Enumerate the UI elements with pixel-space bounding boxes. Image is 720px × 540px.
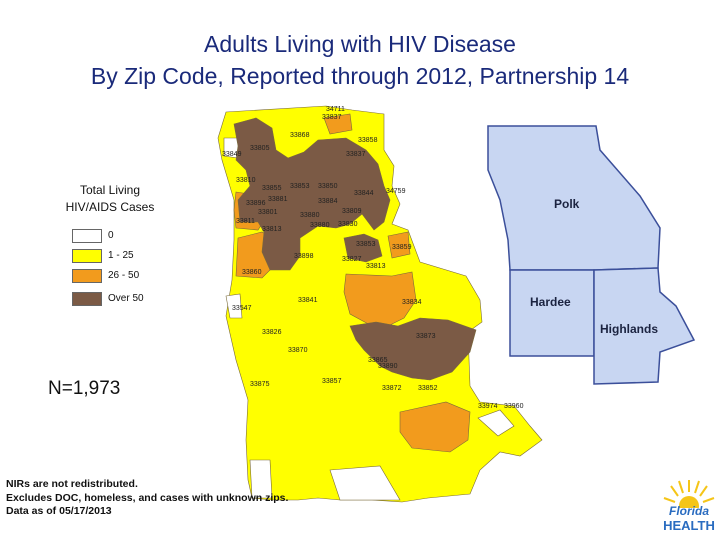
legend-title: Total Living HIV/AIDS Cases <box>40 182 180 216</box>
zip-region <box>343 233 383 263</box>
zip-code-labels: 34711 33837 33868 33858 33805 33849 3383… <box>222 106 524 410</box>
zip-label: 33853 <box>290 183 310 190</box>
map-title-line2: By Zip Code, Reported through 2012, Part… <box>90 63 630 89</box>
legend-label: 0 <box>108 230 114 241</box>
footnote-line3: Data as of 05/17/2013 <box>6 505 112 517</box>
zip-label: 34711 <box>326 106 345 113</box>
zip-label: 33810 <box>236 177 256 184</box>
county-label-hardee: Hardee <box>530 295 571 309</box>
legend-label: Over 50 <box>108 293 144 304</box>
zip-label: 33860 <box>242 269 262 276</box>
footnote-line1: NIRs are not redistributed. <box>6 478 138 490</box>
zip-label: 33809 <box>342 208 362 215</box>
zip-label: 33547 <box>232 305 252 312</box>
county-label-polk: Polk <box>554 197 580 211</box>
zip-label: 33844 <box>354 190 374 197</box>
logo-text-health: HEALTH <box>663 518 715 533</box>
zip-region <box>343 271 417 327</box>
zip-region <box>249 459 273 499</box>
legend-swatch <box>72 229 102 243</box>
zip-label: 33841 <box>298 297 318 304</box>
zip-label: 33884 <box>318 198 338 205</box>
zip-label: 33880 <box>310 222 330 229</box>
zip-label: 33852 <box>418 385 438 392</box>
zip-label: 33873 <box>416 333 436 340</box>
zip-label: 33813 <box>262 226 282 233</box>
footnote-line2: Excludes DOC, homeless, and cases with u… <box>6 491 289 504</box>
zip-label: 33960 <box>504 403 524 410</box>
zip-region <box>225 293 243 319</box>
zip-regions <box>217 105 543 503</box>
zip-label: 33837 <box>322 114 342 121</box>
zip-region <box>329 465 401 501</box>
legend-swatch <box>72 292 102 306</box>
zip-label: 33830 <box>338 221 358 228</box>
zip-label: 33870 <box>288 347 308 354</box>
legend-title-line2: HIV/AIDS Cases <box>65 200 155 214</box>
zip-label: 33805 <box>250 145 270 152</box>
zip-label: 33859 <box>392 244 412 251</box>
legend-swatch <box>72 249 102 263</box>
zip-region <box>387 231 411 259</box>
county-inset-map <box>487 125 696 385</box>
zip-label: 33837 <box>346 151 366 158</box>
total-case-count: N=1,973 <box>48 378 121 399</box>
zip-label: 33881 <box>268 196 288 203</box>
zip-label: 33849 <box>222 151 242 158</box>
zip-label: 33858 <box>358 137 378 144</box>
zip-label: 33898 <box>294 253 314 260</box>
logo-text-florida: Florida <box>668 504 709 518</box>
legend-swatch <box>72 269 102 283</box>
zip-label: 33896 <box>246 200 266 207</box>
zip-region <box>477 409 515 437</box>
zip-label: 33855 <box>262 185 282 192</box>
zip-label: 33868 <box>290 132 310 139</box>
zip-label: 33875 <box>250 381 270 388</box>
zip-label: 33872 <box>382 385 402 392</box>
zip-label: 33865 <box>368 357 388 364</box>
zip-region <box>349 317 477 381</box>
legend-label: 26 - 50 <box>108 270 140 281</box>
map-title-line1: Adults Living with HIV Disease <box>204 31 516 57</box>
legend-label: 1 - 25 <box>108 250 134 261</box>
zip-label: 33813 <box>366 263 386 270</box>
zip-label: 33974 <box>478 403 498 410</box>
county-label-highlands: Highlands <box>600 322 658 336</box>
zip-label: 33811 <box>236 218 255 225</box>
zip-label: 33834 <box>402 299 422 306</box>
footnote: NIRs are not redistributed. Excludes DOC… <box>6 478 288 519</box>
zip-label: 33801 <box>258 209 278 216</box>
zip-region <box>233 117 391 271</box>
florida-health-logo: Florida HEALTH <box>662 478 716 536</box>
zip-label: 33826 <box>262 329 282 336</box>
zip-label: 34759 <box>386 188 406 195</box>
zip-label: 33853 <box>356 241 376 248</box>
zip-region <box>323 113 353 135</box>
zip-label: 33827 <box>342 256 362 263</box>
legend-title-line1: Total Living <box>79 183 141 197</box>
zip-label: 33857 <box>322 378 342 385</box>
zip-label: 33890 <box>378 363 398 370</box>
hardee-county <box>509 269 595 357</box>
highlands-county <box>593 267 696 385</box>
zip-region <box>399 401 471 453</box>
zip-label: 33880 <box>300 212 320 219</box>
zip-label: 33850 <box>318 183 338 190</box>
